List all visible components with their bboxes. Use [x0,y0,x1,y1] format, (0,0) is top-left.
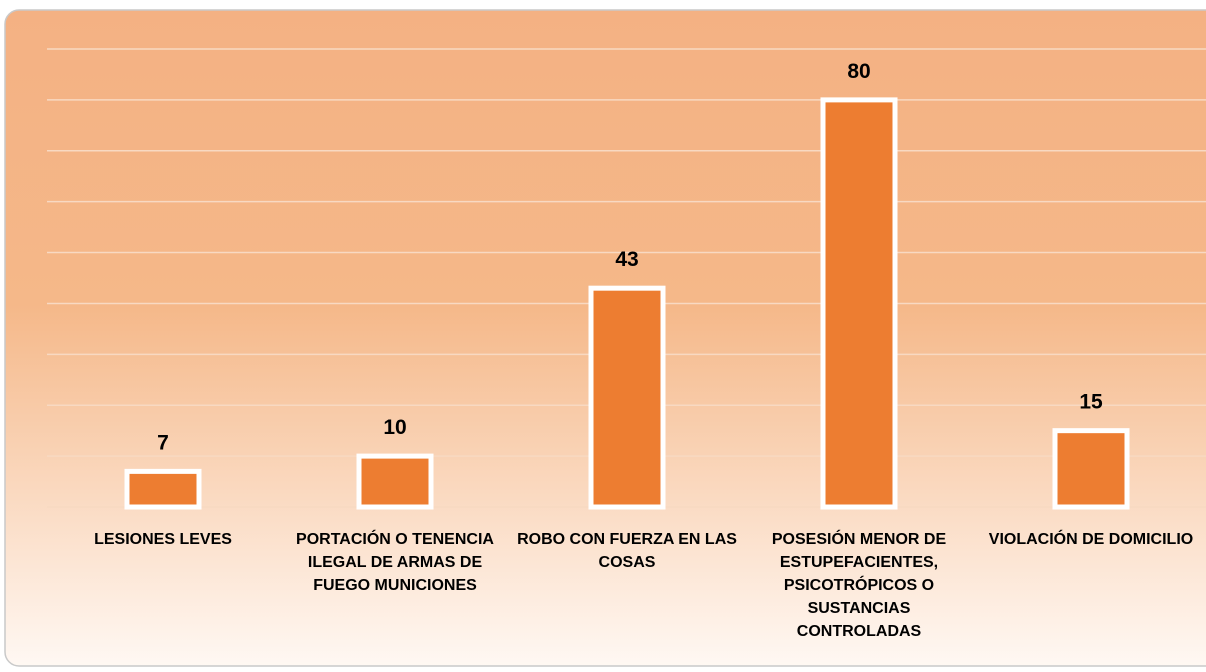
x-tick-label: LESIONES LEVES [94,531,232,548]
bar [820,97,898,510]
bar [1052,428,1130,510]
bar [124,468,202,510]
bar [588,285,666,510]
value-label: 7 [157,431,169,454]
value-label: 10 [383,416,406,439]
value-label: 43 [615,248,638,271]
x-tick-label: ROBO CON FUERZA EN LAS COSAS [517,531,737,571]
x-tick-label: VIOLACIÓN DE DOMICILIO [988,531,1194,548]
x-tick-label: PORTACIÓN O TENENCIA ILEGAL DE ARMAS DE … [296,531,494,594]
bar [356,453,434,510]
value-label: 15 [1079,391,1103,414]
x-tick-label: POSESIÓN MENOR DE ESTUPEFACIENTES, PSICO… [771,531,947,640]
value-label: 80 [847,60,870,83]
